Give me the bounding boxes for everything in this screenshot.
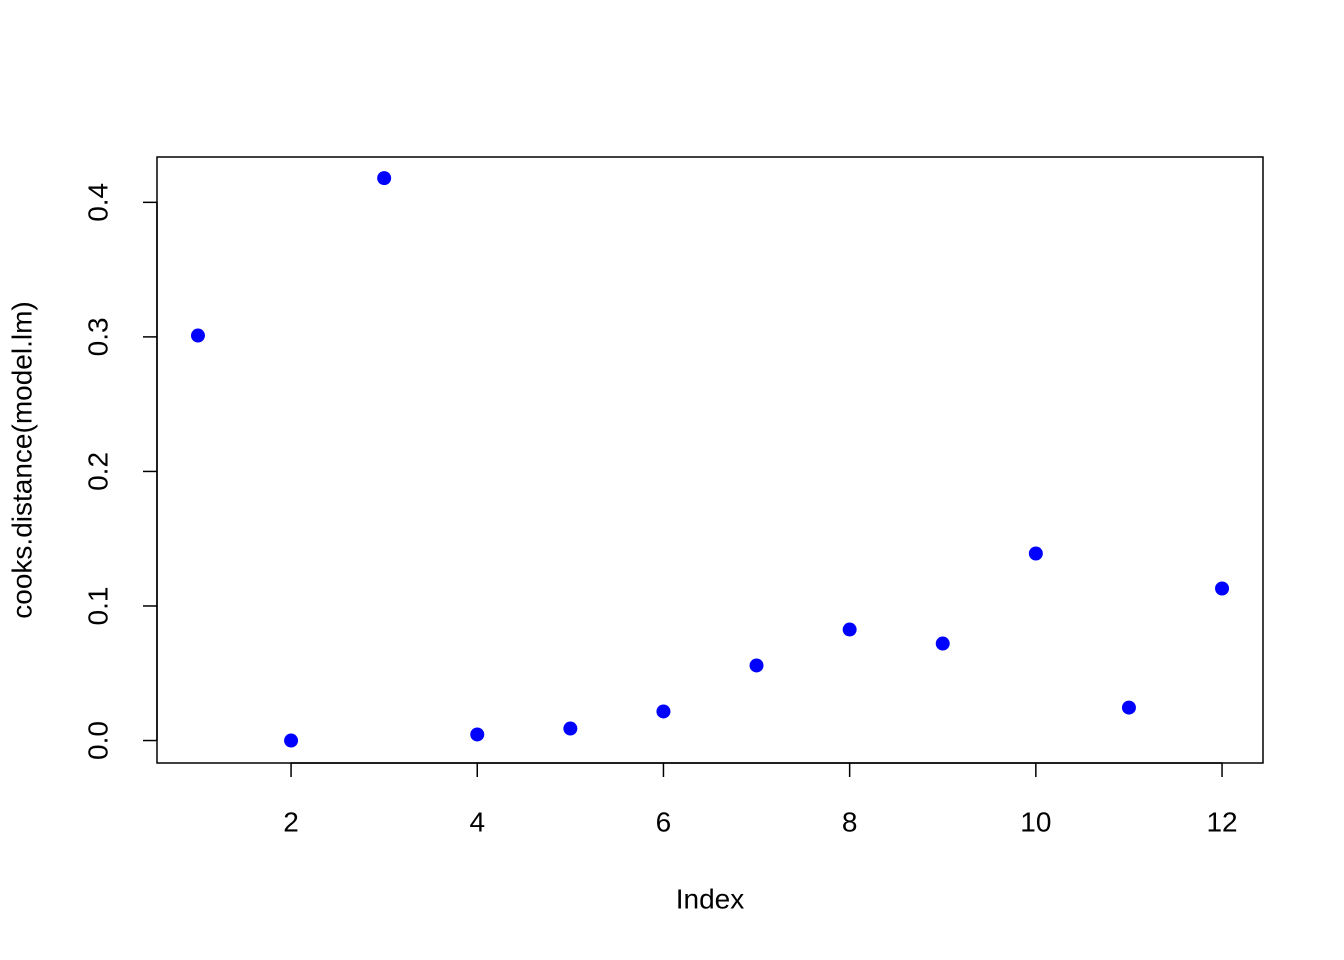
- x-axis-label: Index: [676, 883, 745, 914]
- x-tick-label: 10: [1020, 806, 1051, 837]
- y-tick-label: 0.1: [82, 587, 113, 626]
- point: [842, 622, 857, 637]
- x-tick-label: 4: [469, 806, 485, 837]
- point: [1215, 581, 1230, 596]
- point: [749, 658, 764, 673]
- point: [656, 704, 671, 719]
- y-tick-label: 0.0: [82, 721, 113, 760]
- y-tick-label: 0.4: [82, 183, 113, 222]
- x-tick-label: 8: [842, 806, 858, 837]
- point: [563, 721, 578, 736]
- y-tick-label: 0.3: [82, 317, 113, 356]
- y-tick-label: 0.2: [82, 452, 113, 491]
- x-tick-label: 12: [1206, 806, 1237, 837]
- point: [935, 636, 950, 651]
- y-axis-label: cooks.distance(model.lm): [6, 301, 37, 618]
- point: [1121, 700, 1136, 715]
- x-tick-label: 2: [283, 806, 299, 837]
- point: [190, 328, 205, 343]
- point: [1028, 546, 1043, 561]
- x-tick-label: 6: [656, 806, 672, 837]
- point: [377, 171, 392, 186]
- point: [470, 727, 485, 742]
- point: [284, 733, 299, 748]
- plot-frame: [156, 156, 1264, 764]
